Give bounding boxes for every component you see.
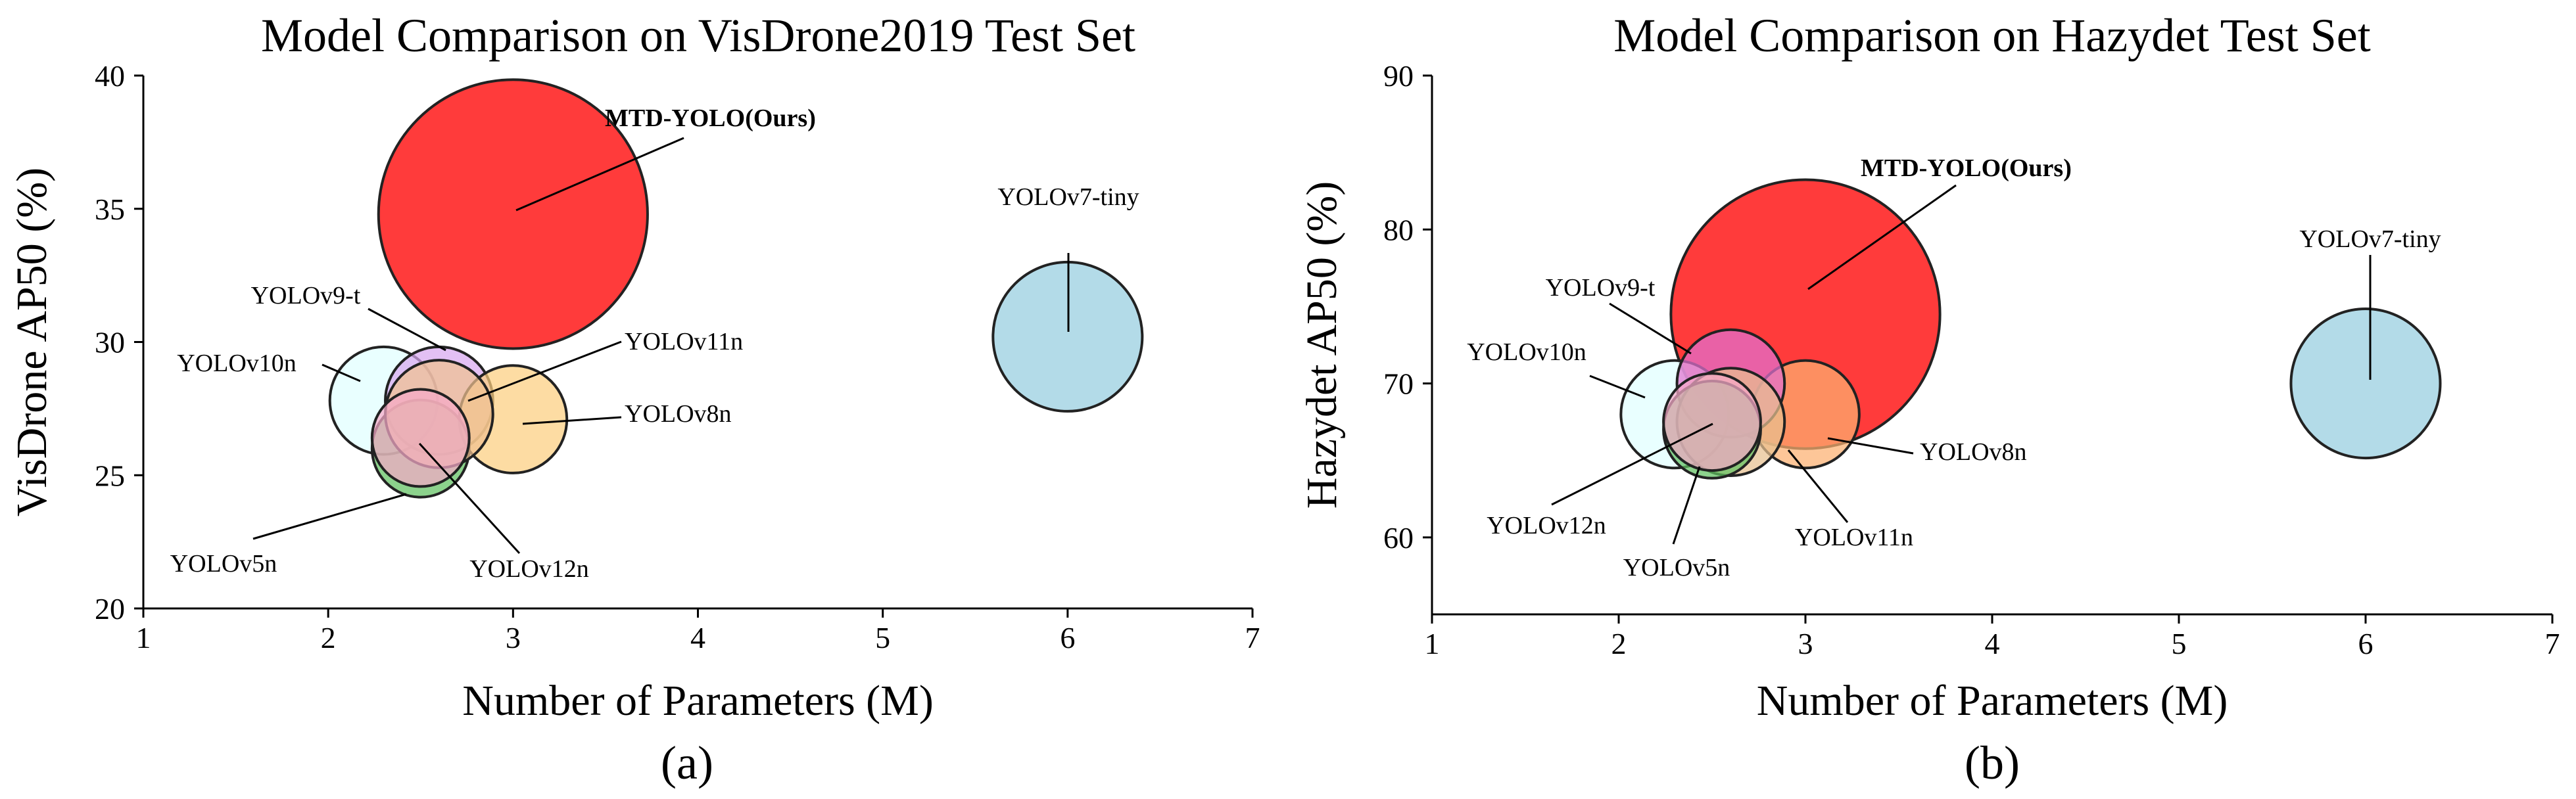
x-axis-label: Number of Parameters (M) (462, 677, 934, 725)
bubble-label-yolov9-t: YOLOv9-t (1546, 274, 1656, 302)
bubble-mtd-yolo-ours (377, 78, 649, 350)
bubble-label-yolov7-tiny: YOLOv7-tiny (997, 183, 1139, 211)
y-tick-label: 60 (1383, 521, 1414, 555)
leader-line-yolov10n (1589, 375, 1646, 399)
x-tick-label: 3 (1798, 627, 1813, 660)
leader-line-mtd-yolo-ours (1807, 184, 1957, 290)
bubble-yolov12n (370, 388, 471, 488)
bubble-label-yolov5n: YOLOv5n (1623, 554, 1730, 582)
bubble-label-mtd-yolo-ours: MTD-YOLO(Ours) (1861, 154, 2072, 182)
leader-line-yolov11n (1787, 449, 1849, 523)
bubble-yolov7-tiny (2289, 308, 2442, 460)
x-tick-label: 4 (1985, 627, 2000, 660)
leader-line-yolov10n (322, 363, 361, 382)
bubble-label-yolov11n: YOLOv11n (625, 328, 743, 355)
panel-caption: (a) (661, 737, 713, 789)
y-tick-label: 70 (1383, 367, 1414, 401)
y-tick-label: 40 (95, 59, 125, 93)
leader-line-yolov11n (467, 340, 622, 402)
bubble-label-yolov11n: YOLOv11n (1795, 524, 1913, 551)
leader-line-yolov5n (1672, 466, 1701, 545)
x-axis-label: Number of Parameters (M) (1757, 677, 2228, 725)
bubble-label-yolov12n: YOLOv12n (1487, 512, 1606, 539)
y-tick-label: 25 (95, 459, 125, 492)
y-tick-label: 80 (1383, 213, 1414, 246)
y-axis-label: VisDrone AP50 (%) (8, 168, 56, 516)
x-tick-label: 5 (875, 621, 890, 654)
x-tick-label: 2 (1611, 627, 1627, 660)
chart-title: Model Comparison on VisDrone2019 Test Se… (261, 9, 1135, 62)
x-tick-label: 5 (2172, 627, 2187, 660)
leader-line-yolov9-t (1609, 302, 1692, 355)
bubble-label-yolov10n: YOLOv10n (1467, 338, 1586, 366)
x-tick-label: 4 (690, 621, 705, 654)
y-tick-label: 35 (95, 193, 125, 226)
leader-line-yolov8n (1827, 437, 1914, 455)
panel-caption: (b) (1965, 737, 2020, 789)
bubble-label-yolov10n: YOLOv10n (177, 350, 297, 377)
x-tick-label: 6 (1060, 621, 1075, 654)
x-tick-label: 1 (136, 621, 151, 654)
bubble-yolov12n (1662, 372, 1762, 472)
leader-line-mtd-yolo-ours (515, 137, 684, 212)
leader-line-yolov8n (522, 416, 622, 425)
leader-line-yolov12n (1551, 422, 1713, 506)
bubble-label-yolov8n: YOLOv8n (1920, 438, 2027, 466)
x-tick-label: 2 (321, 621, 336, 654)
bubble-label-yolov8n: YOLOv8n (625, 400, 732, 428)
bubble-label-mtd-yolo-ours: MTD-YOLO(Ours) (605, 104, 816, 132)
chart-title: Model Comparison on Hazydet Test Set (1613, 9, 2370, 62)
x-tick-label: 6 (2358, 627, 2373, 660)
leader-line-yolov5n (252, 493, 407, 540)
chart-panel-1: Model Comparison on VisDrone2019 Test Se… (8, 9, 1260, 789)
bubble-label-yolov5n: YOLOv5n (170, 550, 277, 578)
x-tick-label: 7 (2545, 627, 2560, 660)
y-axis-label: Hazydet AP50 (%) (1298, 181, 1346, 509)
x-tick-label: 3 (506, 621, 521, 654)
y-tick-label: 30 (95, 326, 125, 359)
y-tick-label: 20 (95, 592, 125, 626)
bubble-label-yolov9-t: YOLOv9-t (251, 282, 361, 309)
x-tick-label: 7 (1245, 621, 1260, 654)
x-tick-label: 1 (1425, 627, 1440, 660)
bubble-label-yolov12n: YOLOv12n (469, 555, 589, 583)
leader-line-yolov9-t (368, 308, 446, 352)
y-tick-label: 90 (1383, 59, 1414, 93)
chart-panel-2: Model Comparison on Hazydet Test Set 1 2 3 4… (1298, 9, 2560, 789)
leader-line-yolov12n (418, 442, 521, 555)
bubble-label-yolov7-tiny: YOLOv7-tiny (2299, 225, 2441, 253)
